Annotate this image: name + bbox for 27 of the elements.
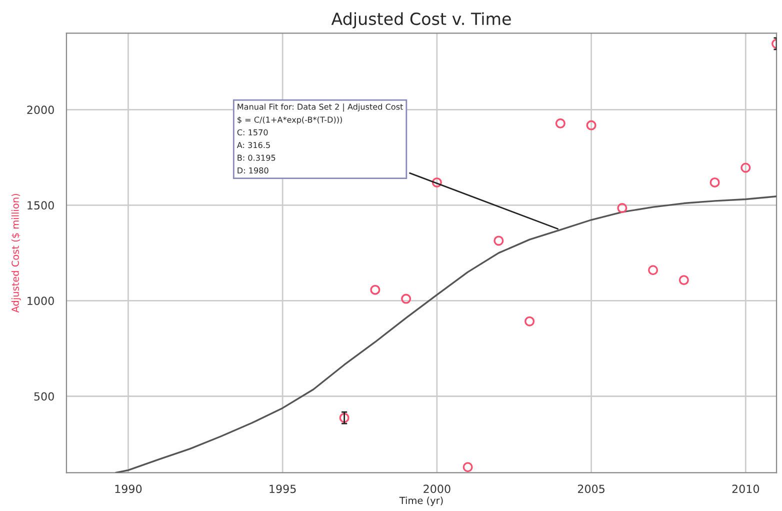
line-series <box>115 196 777 473</box>
point <box>555 118 566 128</box>
point <box>586 120 596 130</box>
point <box>740 162 751 173</box>
point <box>524 316 535 326</box>
x-tick-label: 2010 <box>732 484 760 494</box>
point <box>710 177 720 188</box>
y-tick-label: 1500 <box>28 201 54 210</box>
x-tick-label: 2000 <box>424 484 450 494</box>
chart-title: Adjusted Cost v. Time <box>331 12 511 28</box>
y-tick-label: 2000 <box>27 106 54 114</box>
point <box>401 294 412 304</box>
point <box>370 284 380 295</box>
x-tick-label: 2005 <box>578 484 604 494</box>
point <box>678 275 689 286</box>
x-axis-title: Time (yr) <box>399 496 443 506</box>
annotation: Manual Fit for: Data Set 2 | Adjusted Cost $ = C/(1+A*exp(-B*(T-D))) C: 1570 A: 316.5 B: 0.3195 D: 1980 <box>236 104 404 174</box>
y-tick-label: 500 <box>34 392 54 401</box>
point <box>617 203 628 214</box>
x-tick-label: 1990 <box>115 484 142 494</box>
point <box>648 265 658 276</box>
point <box>494 236 504 246</box>
y-axis-title: Adjusted Cost ($ million) <box>11 194 21 313</box>
y-tick-label: 1000 <box>28 296 54 306</box>
x-tick-label: 1995 <box>270 484 296 494</box>
point <box>432 177 442 188</box>
point <box>462 462 473 472</box>
